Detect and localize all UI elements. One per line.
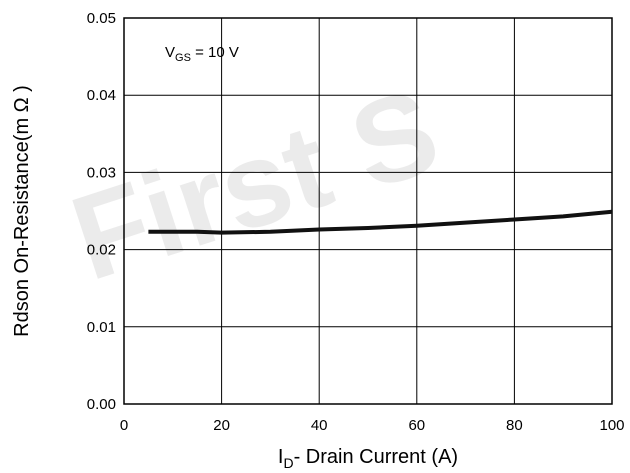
x-tick-label: 20 bbox=[213, 417, 230, 434]
y-axis-title: Rdson On-Resistance(m Ω ) bbox=[11, 85, 33, 337]
x-tick-label: 60 bbox=[408, 417, 425, 434]
y-tick-labels: 0.00 0.01 0.02 0.03 0.04 0.05 bbox=[87, 10, 116, 413]
x-axis-title: ID- Drain Current (A) bbox=[278, 446, 458, 471]
vgs-annotation-sub: GS bbox=[175, 52, 191, 64]
x-tick-labels: 0 20 40 60 80 100 bbox=[120, 417, 625, 434]
y-tick-label: 0.01 bbox=[87, 319, 116, 336]
y-tick-label: 0.05 bbox=[87, 10, 116, 27]
series-layer bbox=[148, 209, 613, 235]
y-tick-label: 0.02 bbox=[87, 242, 116, 259]
x-axis-title-main: I bbox=[278, 446, 284, 468]
y-tick-label: 0.04 bbox=[87, 87, 116, 104]
y-tick-label: 0.03 bbox=[87, 164, 116, 181]
watermark: First S bbox=[57, 63, 454, 306]
series-line bbox=[148, 209, 613, 235]
x-tick-label: 40 bbox=[311, 417, 328, 434]
plot-frame bbox=[123, 17, 613, 405]
x-tick-label: 100 bbox=[599, 417, 624, 434]
x-tick-label: 80 bbox=[506, 417, 523, 434]
vgs-annotation: VGS = 10 V bbox=[165, 44, 239, 64]
y-tick-label: 0.00 bbox=[87, 396, 116, 413]
vgs-annotation-main: V bbox=[165, 44, 175, 61]
x-axis-title-sub: D bbox=[283, 455, 293, 471]
vgs-annotation-rest: = 10 V bbox=[191, 44, 239, 61]
x-axis-title-rest: - Drain Current (A) bbox=[294, 446, 458, 468]
x-tick-label: 0 bbox=[120, 417, 128, 434]
